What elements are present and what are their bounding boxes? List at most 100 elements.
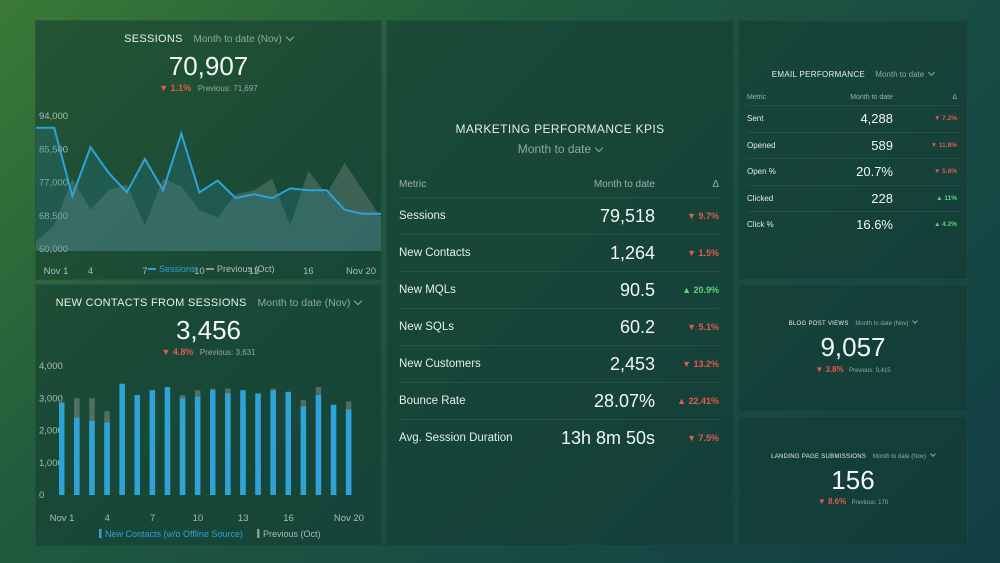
blog-change: ▼ 3.8% [815, 365, 844, 374]
chevron-down-icon [285, 32, 295, 42]
contacts-bar [164, 386, 171, 495]
contacts-bar [330, 404, 337, 495]
contacts-y-tick: 3,000 [39, 393, 63, 404]
email-panel: Email Performance Month to date Metric M… [738, 20, 968, 280]
blog-previous: Previous: 9,415 [848, 368, 891, 374]
kpi-table: Metric Month to date Δ Sessions 79,518 ▼ 9… [399, 171, 719, 456]
contacts-y-tick: 1,000 [39, 458, 63, 469]
contacts-bar [59, 403, 65, 495]
blog-header: Blog Post Views Month to date (Nov) [739, 318, 967, 327]
email-table-header: Metric Month to date Δ [747, 89, 959, 105]
sessions-title: Sessions [124, 33, 183, 45]
contacts-bar [240, 390, 246, 495]
email-value: 228 [871, 190, 893, 206]
sessions-y-tick: 60,000 [39, 244, 68, 255]
contacts-x-tick: 13 [238, 513, 249, 524]
contacts-x-tick: 16 [283, 513, 294, 524]
kpi-row: New SQLs 60.2 ▼ 5.1% [399, 308, 719, 345]
chevron-down-icon [354, 296, 363, 306]
sessions-x-tick: 4 [88, 266, 93, 277]
email-table: Metric Month to date Δ Sent 4,288 ▼ 7.2% Op… [747, 89, 959, 238]
sessions-panel: Sessions Month to date (Nov) 70,907 ▼ 1.… [35, 20, 382, 280]
chevron-down-icon [930, 451, 936, 457]
kpi-delta: ▼ 7.5% [687, 433, 719, 443]
chevron-down-icon [594, 143, 604, 153]
contacts-title: New Contacts from Sessions [55, 297, 247, 309]
legend-previous-swatch [257, 529, 260, 538]
email-metric: Click % [747, 220, 774, 230]
sessions-period-dropdown[interactable]: Month to date (Nov) [194, 32, 295, 45]
kpi-value: 1,264 [609, 242, 655, 263]
contacts-x-tick: 10 [193, 513, 204, 524]
kpi-metric: New SQLs [399, 321, 454, 333]
kpi-delta: ▲ 22.41% [677, 396, 719, 406]
email-row: Sent 4,288 ▼ 7.2% [747, 105, 959, 132]
landing-title: Landing Page Submissions [771, 454, 867, 460]
sessions-line [36, 126, 381, 215]
landing-period-dropdown[interactable]: Month to date (Nov) [873, 451, 936, 460]
legend-previous: Previous (Oct) [263, 529, 321, 539]
email-title: Email Performance [771, 70, 866, 79]
contacts-x-tick: Nov 20 [334, 513, 364, 524]
contacts-panel: New Contacts from Sessions Month to date… [35, 284, 382, 546]
email-value: 20.7% [856, 164, 893, 180]
contacts-bar [74, 417, 80, 495]
contacts-bar [315, 395, 322, 495]
email-period-dropdown[interactable]: Month to date [875, 68, 936, 79]
contacts-previous: Previous: 3,631 [199, 348, 256, 357]
contacts-y-tick: 0 [39, 490, 44, 501]
kpi-value: 79,518 [599, 205, 655, 226]
contacts-bar [104, 422, 110, 495]
legend-previous: Previous (Oct) [217, 264, 275, 274]
kpi-metric: Avg. Session Duration [399, 432, 513, 444]
contacts-bar [179, 398, 186, 495]
email-row: Open % 20.7% ▼ 5.8% [747, 158, 959, 185]
kpi-row: New Customers 2,453 ▼ 13.2% [399, 345, 719, 382]
sessions-x-tick: 7 [142, 266, 147, 277]
contacts-bar [225, 393, 231, 495]
email-metric: Sent [747, 114, 764, 124]
contacts-bar [255, 393, 261, 495]
contacts-y-tick: 2,000 [39, 426, 63, 437]
contacts-bar [149, 390, 156, 495]
kpi-row: Sessions 79,518 ▼ 9.7% [399, 197, 719, 234]
contacts-bar [89, 420, 95, 495]
kpi-delta: ▲ 20.9% [682, 285, 719, 295]
email-metric: Opened [747, 140, 776, 150]
kpi-delta: ▼ 9.7% [687, 211, 719, 221]
contacts-x-tick: 7 [150, 513, 155, 524]
kpi-metric: Sessions [399, 210, 446, 222]
email-delta: ▲ 11% [936, 194, 957, 202]
legend-contacts-swatch [99, 529, 102, 538]
kpi-metric: New Contacts [399, 247, 471, 259]
email-delta: ▼ 7.2% [933, 115, 957, 123]
blog-panel: Blog Post Views Month to date (Nov) 9,05… [738, 284, 968, 412]
kpi-period-dropdown[interactable]: Month to date [387, 142, 733, 156]
email-row: Opened 589 ▼ 11.8% [747, 131, 959, 159]
sessions-y-tick: 85,500 [39, 144, 68, 155]
sessions-x-tick: 13 [249, 266, 260, 277]
contacts-value: 3,456 [175, 315, 242, 345]
contacts-period-dropdown[interactable]: Month to date (Nov) [258, 296, 363, 309]
sessions-change-row: ▼ 1.1% Previous: 71,697 [36, 83, 381, 93]
email-value: 589 [871, 137, 893, 153]
email-header-value: Month to date [850, 93, 893, 101]
blog-value: 9,057 [820, 332, 886, 362]
sessions-x-tick: Nov 1 [44, 266, 69, 277]
contacts-bar [210, 390, 216, 495]
contacts-bar [345, 409, 352, 495]
sessions-y-tick: 68,500 [39, 211, 68, 222]
kpi-header-value: Month to date [593, 178, 655, 190]
kpi-row: New Contacts 1,264 ▼ 1.5% [399, 234, 719, 271]
sessions-previous-area [36, 162, 381, 251]
kpi-header-metric: Metric [399, 178, 427, 190]
contacts-header: New Contacts from Sessions Month to date… [36, 296, 381, 309]
landing-panel: Landing Page Submissions Month to date (… [738, 416, 968, 546]
chevron-down-icon [912, 318, 919, 324]
kpi-delta: ▼ 13.2% [682, 359, 719, 369]
blog-title: Blog Post Views [788, 321, 849, 327]
kpi-metric: Bounce Rate [399, 395, 466, 407]
sessions-value: 70,907 [168, 51, 249, 81]
blog-period-dropdown[interactable]: Month to date (Nov) [855, 318, 919, 327]
sessions-x-tick: 10 [194, 266, 205, 277]
